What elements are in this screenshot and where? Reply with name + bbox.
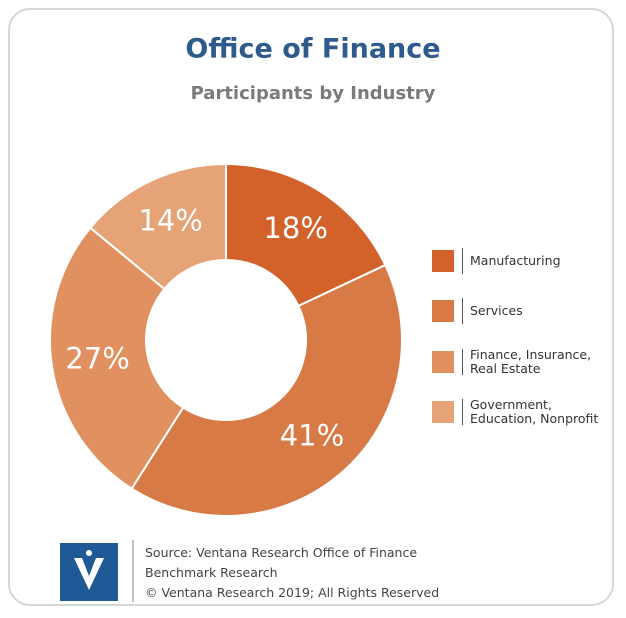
slice <box>225 162 387 308</box>
slice-label: 41% <box>280 419 344 453</box>
legend-item: Manufacturing <box>432 248 620 274</box>
legend-swatch <box>432 300 454 322</box>
legend-separator <box>462 248 463 274</box>
slice <box>49 226 185 490</box>
legend-item: Services <box>432 298 620 324</box>
legend-label: Manufacturing <box>470 253 561 268</box>
slice-label: 18% <box>263 211 327 245</box>
slice <box>88 162 227 291</box>
legend-label: Finance, Insurance, Real Estate <box>470 347 592 376</box>
legend-label: Government, Education, Nonprofit <box>470 397 599 426</box>
legend-separator <box>462 399 463 425</box>
legend-label: Services <box>470 303 523 318</box>
logo-dot <box>86 550 92 556</box>
legend-swatch <box>432 401 454 423</box>
legend-separator <box>462 349 463 375</box>
slice-label: 14% <box>138 203 202 237</box>
source-text: Source: Ventana Research Office of Finan… <box>145 545 418 580</box>
chart-title: Office of Finance <box>185 34 440 65</box>
card <box>8 8 614 606</box>
legend-item: Finance, Insurance, Real Estate <box>432 348 620 376</box>
legend-swatch <box>432 351 454 373</box>
legend-item: Government, Education, Nonprofit <box>432 398 620 426</box>
slice <box>130 263 403 517</box>
logo-mark <box>74 558 104 590</box>
legend-swatch <box>432 250 454 272</box>
legend-separator <box>462 298 463 324</box>
source: Source: Ventana Research Office of Finan… <box>145 543 445 603</box>
copyright: © Ventana Research 2019; All Rights Rese… <box>145 585 440 600</box>
slice-label: 27% <box>65 341 129 375</box>
chart-subtitle: Participants by Industry <box>191 83 436 104</box>
